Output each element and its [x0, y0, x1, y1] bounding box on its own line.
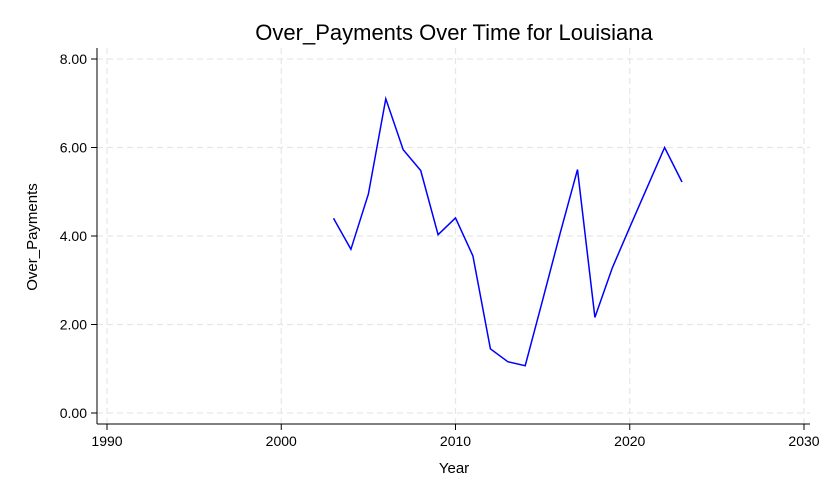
x-tick-label: 2020	[614, 433, 645, 449]
y-tick-label: 8.00	[60, 51, 87, 67]
series-line	[332, 95, 683, 367]
y-axis-label: Over_Payments	[24, 183, 41, 291]
y-tick-label: 6.00	[60, 140, 87, 156]
x-tick-label: 1990	[91, 433, 122, 449]
x-axis-label: Year	[439, 460, 469, 477]
y-tick-label: 0.00	[60, 405, 87, 421]
y-tick-label: 4.00	[60, 228, 87, 244]
chart-title: Over_Payments Over Time for Louisiana	[255, 20, 653, 45]
axes	[96, 48, 810, 425]
grid-lines	[97, 48, 810, 424]
x-tick-label: 2000	[266, 433, 297, 449]
x-tick-label: 2010	[440, 433, 471, 449]
ticks: 0.00 2.00 4.00 6.00 8.00 1990 2000 2010 2020 2030	[60, 51, 820, 449]
series-layer	[332, 95, 683, 367]
x-tick-label: 2030	[788, 433, 819, 449]
y-tick-label: 2.00	[60, 317, 87, 333]
